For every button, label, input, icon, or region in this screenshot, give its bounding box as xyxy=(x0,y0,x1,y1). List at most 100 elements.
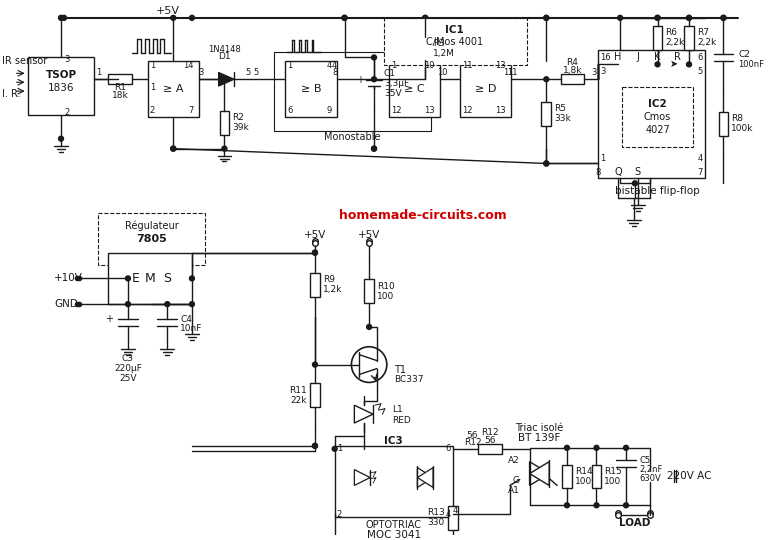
Text: 3: 3 xyxy=(601,67,606,76)
Circle shape xyxy=(721,15,726,21)
Text: R9: R9 xyxy=(323,275,335,285)
Text: R5: R5 xyxy=(554,104,566,113)
Text: 13: 13 xyxy=(495,61,506,70)
Circle shape xyxy=(544,161,549,166)
Bar xyxy=(220,111,230,135)
Circle shape xyxy=(333,447,337,451)
Circle shape xyxy=(594,446,599,450)
Circle shape xyxy=(342,15,347,21)
Text: +: + xyxy=(105,314,113,324)
Text: E: E xyxy=(132,272,140,285)
Text: 2: 2 xyxy=(64,109,69,117)
Text: S: S xyxy=(635,167,641,177)
Circle shape xyxy=(170,146,176,151)
Circle shape xyxy=(422,15,428,21)
Text: C1: C1 xyxy=(384,69,396,78)
Text: 1: 1 xyxy=(391,61,396,70)
Text: 22k: 22k xyxy=(290,396,307,405)
Text: 1: 1 xyxy=(287,61,293,70)
Text: R12: R12 xyxy=(482,428,499,437)
Circle shape xyxy=(58,15,64,21)
Bar xyxy=(719,112,728,136)
Text: R13: R13 xyxy=(427,508,445,517)
Text: 1: 1 xyxy=(150,83,155,92)
Text: 13: 13 xyxy=(495,106,506,116)
Text: +5V: +5V xyxy=(304,230,326,240)
Text: 11: 11 xyxy=(462,61,472,70)
Circle shape xyxy=(170,15,176,21)
Text: 11: 11 xyxy=(508,68,518,77)
Text: IR sensor: IR sensor xyxy=(2,56,47,66)
Text: 1,2M: 1,2M xyxy=(433,49,455,58)
Text: LOAD: LOAD xyxy=(619,518,650,528)
Circle shape xyxy=(313,250,317,255)
Text: 5: 5 xyxy=(246,68,250,77)
Polygon shape xyxy=(354,405,373,423)
Polygon shape xyxy=(530,462,549,485)
Bar xyxy=(591,464,601,489)
Circle shape xyxy=(687,15,691,21)
Circle shape xyxy=(624,446,628,450)
Text: 39k: 39k xyxy=(232,123,249,132)
Text: 7805: 7805 xyxy=(136,234,167,244)
Text: +5V: +5V xyxy=(155,6,180,16)
Text: 10nF: 10nF xyxy=(180,325,203,333)
Text: Cmos: Cmos xyxy=(644,112,671,122)
Text: 7: 7 xyxy=(697,168,703,177)
Text: 6: 6 xyxy=(445,444,451,453)
Circle shape xyxy=(372,146,376,151)
Circle shape xyxy=(544,161,549,166)
Text: C5: C5 xyxy=(640,456,651,465)
Circle shape xyxy=(366,325,372,329)
Circle shape xyxy=(564,446,569,450)
Text: 14: 14 xyxy=(184,61,194,70)
Text: 7: 7 xyxy=(188,106,194,116)
Text: 2,2k: 2,2k xyxy=(665,38,684,47)
Text: G: G xyxy=(513,476,520,485)
Text: I. R.: I. R. xyxy=(2,89,21,99)
Circle shape xyxy=(564,503,569,508)
Text: 2,2nF: 2,2nF xyxy=(640,465,664,474)
Text: R6: R6 xyxy=(665,28,677,37)
Text: R10: R10 xyxy=(377,282,395,291)
Bar xyxy=(384,18,527,65)
Text: D1: D1 xyxy=(218,52,230,61)
Text: 3: 3 xyxy=(591,68,596,77)
Circle shape xyxy=(687,15,691,21)
Bar xyxy=(420,37,430,60)
Bar xyxy=(598,50,705,178)
Text: 12: 12 xyxy=(462,106,472,116)
Text: 3: 3 xyxy=(198,68,204,77)
Text: 11: 11 xyxy=(502,68,513,77)
Text: 100: 100 xyxy=(377,292,394,301)
Polygon shape xyxy=(219,72,234,86)
Text: ➤: ➤ xyxy=(670,59,678,70)
Text: J: J xyxy=(637,52,639,63)
Text: ≥ A: ≥ A xyxy=(163,84,184,94)
Text: 330: 330 xyxy=(428,518,445,527)
Bar xyxy=(653,26,663,50)
Text: +10V: +10V xyxy=(54,273,83,284)
Circle shape xyxy=(372,55,376,60)
Text: IC1: IC1 xyxy=(445,25,464,35)
Text: C2: C2 xyxy=(738,50,750,59)
Text: R2: R2 xyxy=(232,113,244,123)
Bar xyxy=(364,279,374,303)
Text: 33k: 33k xyxy=(554,114,571,123)
Text: T1: T1 xyxy=(394,364,406,375)
Text: 1N4148: 1N4148 xyxy=(208,45,241,54)
Bar xyxy=(98,213,205,265)
Text: IC3: IC3 xyxy=(384,436,403,446)
Text: 1: 1 xyxy=(97,68,101,77)
Text: 8: 8 xyxy=(332,68,337,77)
Text: 12: 12 xyxy=(391,106,401,116)
Circle shape xyxy=(372,146,376,151)
Text: Triac isolé: Triac isolé xyxy=(515,423,564,433)
Text: 9: 9 xyxy=(326,106,332,116)
Text: BC337: BC337 xyxy=(394,375,423,384)
Circle shape xyxy=(313,362,317,367)
Circle shape xyxy=(655,62,660,67)
Circle shape xyxy=(544,15,549,21)
Text: 2: 2 xyxy=(336,510,342,519)
Text: 56: 56 xyxy=(467,431,478,441)
